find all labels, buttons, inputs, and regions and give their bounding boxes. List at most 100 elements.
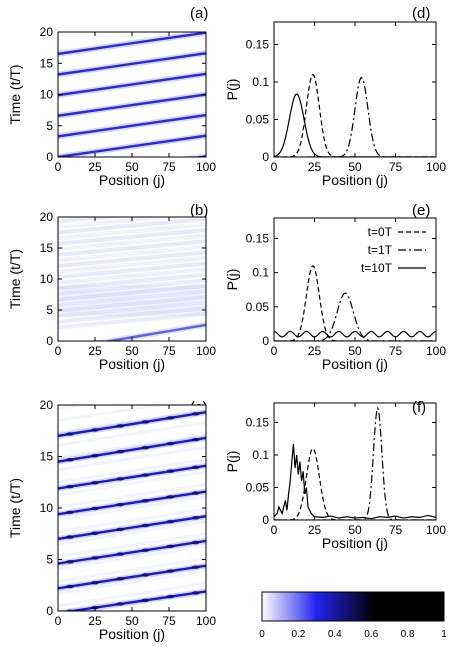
trail-blob	[191, 491, 200, 495]
x-tick-label: 25	[88, 344, 102, 358]
y-tick-label: 0.1	[252, 448, 269, 462]
heatmap-diffuse-stripe	[58, 267, 206, 285]
trail-blob	[141, 473, 150, 477]
trail-blob	[166, 416, 175, 420]
plot-frame	[273, 402, 437, 521]
y-axis-label: P(j)	[224, 451, 240, 473]
y-tick-label: 0	[46, 150, 53, 164]
trail	[58, 72, 206, 97]
colorbar-tick-label: 0	[259, 629, 265, 640]
x-tick-label: 25	[88, 160, 102, 174]
panel-label-a: (a)	[190, 5, 208, 22]
x-tick-label: 100	[196, 160, 216, 174]
trail-blob	[141, 420, 150, 424]
y-tick-label: 0	[262, 150, 269, 164]
panel-a: 0 25 50 75 100 0 5 10 15 20 Position (j) Time (t/T)	[7, 25, 216, 188]
heatmap-diffuse-stripe	[58, 408, 206, 435]
trail-blob	[91, 428, 99, 432]
trail-blob	[65, 535, 74, 539]
series-line-solid	[274, 93, 436, 157]
heatmap-diffuse-band	[58, 285, 206, 317]
trail-blob	[116, 449, 125, 454]
y-tick-label: 15	[40, 450, 54, 464]
trail-blob	[141, 445, 150, 450]
heatmap-diffuse-stripe	[58, 495, 206, 521]
plot-area	[274, 406, 436, 520]
colorbar-tick-label: 0.8	[401, 629, 415, 640]
trail	[58, 539, 206, 565]
trail	[58, 515, 206, 541]
x-tick-label: 25	[308, 344, 322, 358]
y-axis-label: Time (t/T)	[7, 478, 23, 538]
x-tick-label: 0	[55, 614, 62, 628]
trail-blob	[65, 510, 74, 515]
heatmap-diffuse-stripe	[58, 272, 206, 291]
trail-blob	[91, 531, 99, 536]
colorbar-ticks: 0 0.2 0.4 0.6 0.8 1	[259, 629, 447, 640]
colorbar-gradient	[261, 591, 445, 622]
y-tick-label: 20	[40, 210, 54, 224]
trail-blob	[65, 432, 74, 436]
y-axis-label: P(j)	[224, 79, 240, 101]
plot-frame	[57, 404, 207, 612]
trail	[58, 411, 206, 438]
x-tick-label: 0	[271, 523, 278, 537]
x-axis-label: Position (j)	[322, 172, 388, 188]
panel-d: 0 25 50 75 100 0 0.05 0.1 0.15 Position (j) P(j)	[224, 21, 446, 188]
trail-blob	[141, 499, 150, 503]
x-tick-label: 100	[196, 344, 216, 358]
colorbar-tick-label: 0.2	[291, 629, 305, 640]
series-line-solid	[274, 443, 436, 520]
heatmap-diffuse-stripe	[58, 222, 206, 241]
heatmap-diffuse-stripe	[58, 217, 127, 224]
y-tick-label: 0.05	[246, 481, 270, 495]
x-tick-label: 0	[271, 160, 278, 174]
trail	[58, 93, 206, 117]
panel-b: 0 25 50 75 100 0 5 10 15 20 Position (j) Time (t/T)	[7, 210, 216, 372]
y-tick-label: 20	[40, 25, 54, 39]
trail-blob	[116, 527, 125, 532]
trail-blob	[65, 457, 74, 462]
heatmap-diffuse-stripe	[58, 294, 206, 313]
heatmap-diffuse-stripe	[58, 482, 206, 509]
y-axis-label: Time (t/T)	[7, 249, 23, 309]
trail	[58, 134, 206, 157]
trail	[58, 490, 206, 516]
y-tick-label: 10	[40, 272, 54, 286]
plot-frame	[57, 216, 207, 342]
y-tick-label: 20	[40, 398, 54, 412]
y-tick-label: 0.15	[246, 232, 270, 246]
heatmap-a	[58, 32, 206, 157]
plot-frame	[273, 21, 437, 158]
x-axis-label: Position (j)	[322, 356, 388, 372]
trail-blob	[91, 556, 99, 560]
heatmap-diffuse-stripe	[58, 581, 206, 608]
heatmap-diffuse-stripe	[58, 217, 206, 235]
plot-frame	[273, 217, 437, 342]
x-tick-label: 75	[162, 614, 176, 628]
trail-blob	[141, 598, 150, 603]
heatmap-diffuse-stripe	[58, 569, 206, 595]
heatmap-diffuse-stripe	[58, 306, 206, 324]
heatmap-diffuse-stripe	[58, 556, 206, 583]
y-tick-label: 0.05	[246, 300, 270, 314]
heatmap-diffuse-stripe	[58, 433, 206, 460]
x-tick-label: 50	[125, 614, 139, 628]
y-tick-label: 15	[40, 241, 54, 255]
trail-blob	[191, 565, 200, 570]
trail-blob	[166, 544, 175, 549]
x-tick-label: 25	[308, 523, 322, 537]
trail-blob	[91, 506, 99, 511]
trail	[58, 464, 206, 490]
legend: t=0T t=1T t=10T	[361, 225, 426, 275]
trail-blob	[116, 552, 125, 556]
y-tick-label: 0	[46, 604, 53, 618]
panel-f: 0 25 50 75 100 0 0.05 0.1 0.15 Position (j) P(j)	[224, 402, 446, 551]
trail-blob	[166, 569, 175, 573]
legend-label: t=0T	[368, 225, 393, 239]
trail	[58, 436, 206, 463]
y-axis-label: Time (t/T)	[7, 64, 23, 124]
trail	[58, 52, 206, 76]
heatmap-diffuse-stripe	[58, 244, 206, 263]
